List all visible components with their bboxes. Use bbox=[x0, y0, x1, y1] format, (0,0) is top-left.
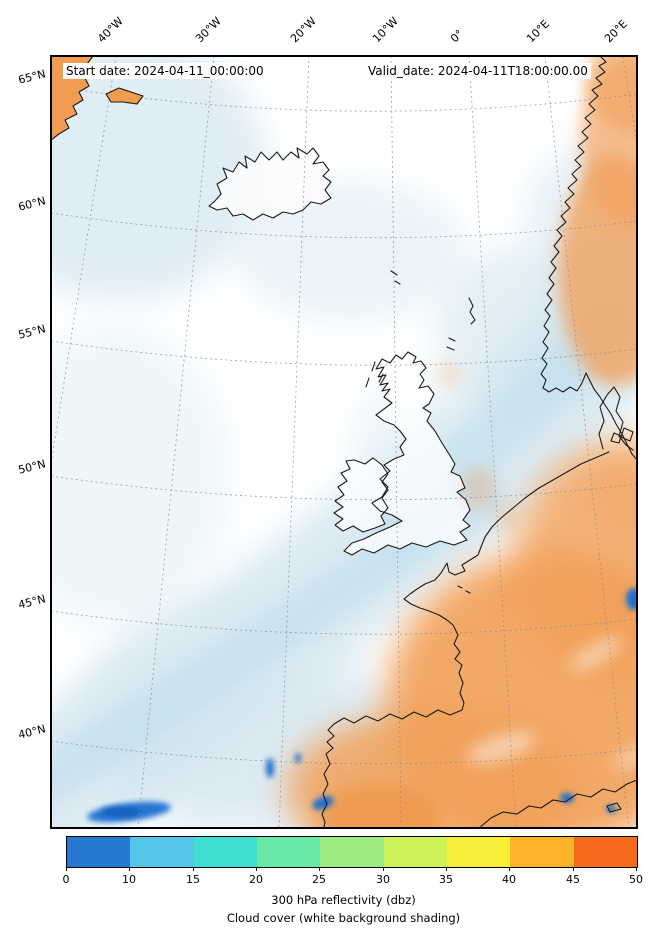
coastline-mediterranean-spain bbox=[478, 779, 637, 828]
valid-date-label: Valid_date: 2024-04-11T18:00:00.00 bbox=[365, 63, 591, 79]
colorbar-tick-label: 30 bbox=[376, 873, 390, 886]
map-canvas bbox=[51, 56, 637, 828]
colorbar-tick-mark bbox=[383, 867, 384, 871]
colorbar-segment bbox=[193, 837, 257, 867]
colorbar-tick-mark bbox=[256, 867, 257, 871]
colorbar-tick-label: 50 bbox=[629, 873, 643, 886]
lon-tick-label: 10°E bbox=[524, 17, 552, 46]
colorbar-tick-label: 0 bbox=[62, 873, 70, 886]
coastline-norway-sweden bbox=[540, 56, 637, 461]
colorbar-tick-mark bbox=[573, 867, 574, 871]
colorbar-segment bbox=[256, 837, 321, 867]
colorbar-tick-label: 20 bbox=[249, 873, 263, 886]
colorbar-title: 300 hPa reflectivity (dbz) bbox=[271, 893, 416, 907]
cloud-cover-shading bbox=[51, 56, 637, 828]
coastline-continental-europe bbox=[321, 451, 610, 828]
lat-tick-label: 60°N bbox=[16, 194, 47, 214]
colorbar-tick-label: 45 bbox=[566, 873, 580, 886]
colorbar-tick-mark bbox=[446, 867, 447, 871]
lon-tick-label: 10°W bbox=[370, 14, 401, 46]
map-panel: Start date: 2024-04-11_00:00:00 Valid_da… bbox=[50, 55, 638, 829]
map-border bbox=[51, 56, 637, 828]
colorbar-tick-mark bbox=[129, 867, 130, 871]
colorbar-tick-mark bbox=[636, 867, 637, 871]
colorbar-subtitle: Cloud cover (white background shading) bbox=[226, 911, 461, 925]
colorbar-segment bbox=[510, 837, 574, 867]
colorbar-tick-mark bbox=[319, 867, 320, 871]
coastline-mallorca bbox=[606, 802, 622, 813]
colorbar-tick-mark bbox=[509, 867, 510, 871]
lon-tick-label: 0° bbox=[448, 27, 467, 46]
colorbar-tick-label: 40 bbox=[502, 873, 516, 886]
graticule bbox=[51, 56, 637, 828]
coastline-channel-islands bbox=[457, 585, 471, 594]
coastline-danish-islands bbox=[610, 427, 634, 444]
lat-tick-label: 65°N bbox=[16, 67, 47, 87]
lat-tick-label: 50°N bbox=[16, 457, 47, 477]
start-date-label: Start date: 2024-04-11_00:00:00 bbox=[63, 63, 267, 79]
colorbar-segment bbox=[320, 837, 384, 867]
colorbar-segment bbox=[67, 837, 131, 867]
lon-tick-label: 20°E bbox=[602, 17, 630, 46]
lat-tick-label: 40°N bbox=[16, 722, 47, 742]
reflectivity-cells bbox=[87, 588, 637, 823]
colorbar-tick-label: 10 bbox=[122, 873, 136, 886]
warm-shading bbox=[286, 56, 637, 828]
lon-tick-label: 40°W bbox=[95, 14, 126, 46]
coastline-orkney bbox=[446, 337, 456, 351]
coastline-hebrides bbox=[365, 361, 384, 388]
colorbar-segment bbox=[383, 837, 447, 867]
colorbar-segment bbox=[573, 837, 637, 867]
coastline-shetland bbox=[468, 297, 476, 325]
colorbar-segment bbox=[446, 837, 511, 867]
colorbar-tick-label: 15 bbox=[186, 873, 200, 886]
colorbar-tick-mark bbox=[66, 867, 67, 871]
lat-tick-label: 55°N bbox=[16, 322, 47, 342]
coastline-faroe-islands bbox=[390, 270, 401, 285]
lon-tick-label: 30°W bbox=[193, 14, 224, 46]
colorbar-tick-mark bbox=[193, 867, 194, 871]
lat-tick-label: 45°N bbox=[16, 592, 47, 612]
coastline-greenland-island bbox=[105, 87, 144, 105]
colorbar-tick-label: 35 bbox=[439, 873, 453, 886]
colorbar-segment bbox=[130, 837, 194, 867]
colorbar-tick-label: 25 bbox=[312, 873, 326, 886]
lon-tick-label: 20°W bbox=[288, 14, 319, 46]
colorbar bbox=[66, 836, 638, 868]
